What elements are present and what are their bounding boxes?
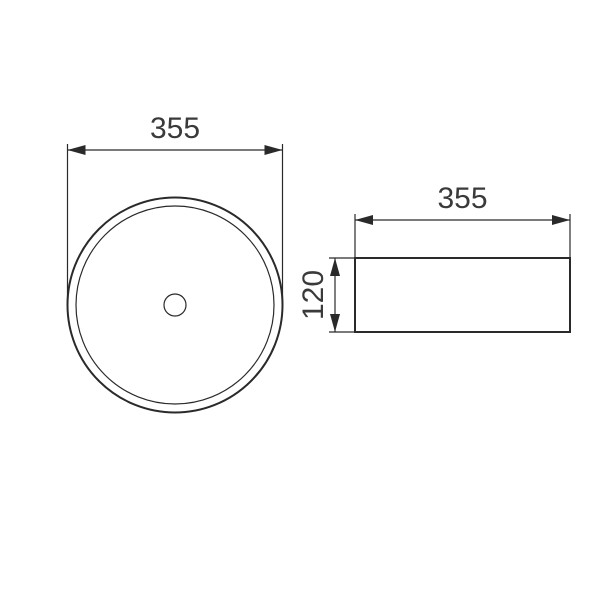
technical-drawing: 355 355 120 [0,0,600,600]
basin-outer-circle [68,198,283,413]
side-height-label: 120 [297,270,330,320]
basin-inner-circle [76,206,274,404]
top-diameter-label: 355 [150,112,200,145]
drain-circle [164,294,186,316]
side-width-label: 355 [437,182,487,215]
basin-side-rect [355,258,570,332]
